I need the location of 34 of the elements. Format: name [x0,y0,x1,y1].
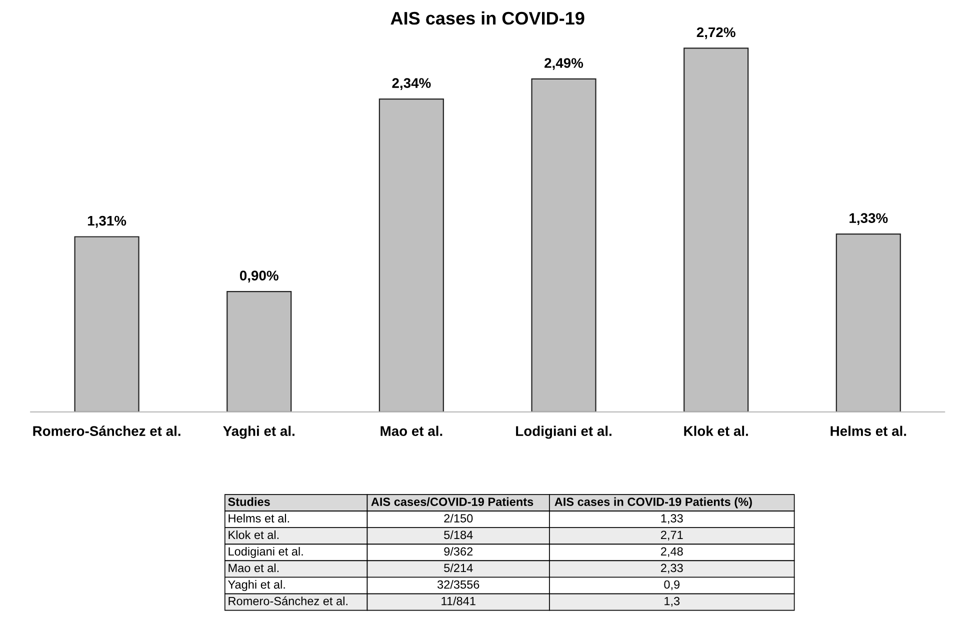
x-tick-label: Romero-Sánchez et al. [33,426,180,436]
text: Romero-Sánchez et al. [228,596,348,606]
x-tick-label: Lodigiani et al. [516,426,612,439]
text: Mao et al. [228,563,279,572]
text: 9/362 [444,546,473,556]
data-label: 2,49% [544,58,584,70]
x-tick-label: Mao et al. [380,426,442,436]
data-label: 2,72% [696,27,736,40]
text: Lodigiani et al. [228,546,303,558]
text: Yaghi et al. [228,580,285,592]
data-label: 0,90% [240,270,278,283]
x-tick-label: Helms et al. [830,426,906,436]
text: 1,33 [661,514,683,524]
x-tick-label: Klok et al. [684,426,748,436]
text: Klok et al. [228,530,279,540]
text: 11/841 [442,596,476,606]
text: 0,9 [664,580,680,590]
chart-title: AIS cases in COVID-19 [390,11,584,25]
text: 2,48 [660,547,683,558]
text: Helms et al. [228,514,289,523]
text: AIS cases/COVID-19 Patients [371,497,534,506]
data-label: 1,31% [88,216,126,228]
text: 5/214 [444,563,473,572]
data-label: 2,34% [392,78,431,90]
x-tick-label: Yaghi et al. [223,426,294,439]
text: 2/150 [444,514,473,523]
text: 2,71 [660,530,683,540]
text: 5/184 [444,530,473,540]
text: 1,3 [664,596,680,607]
text: Studies [228,497,270,506]
data-label: 1,33% [850,213,888,226]
text: 32/3556 [437,580,480,589]
text: 2,33 [660,564,683,574]
text: AIS cases in COVID-19 Patients (%) [554,497,752,508]
